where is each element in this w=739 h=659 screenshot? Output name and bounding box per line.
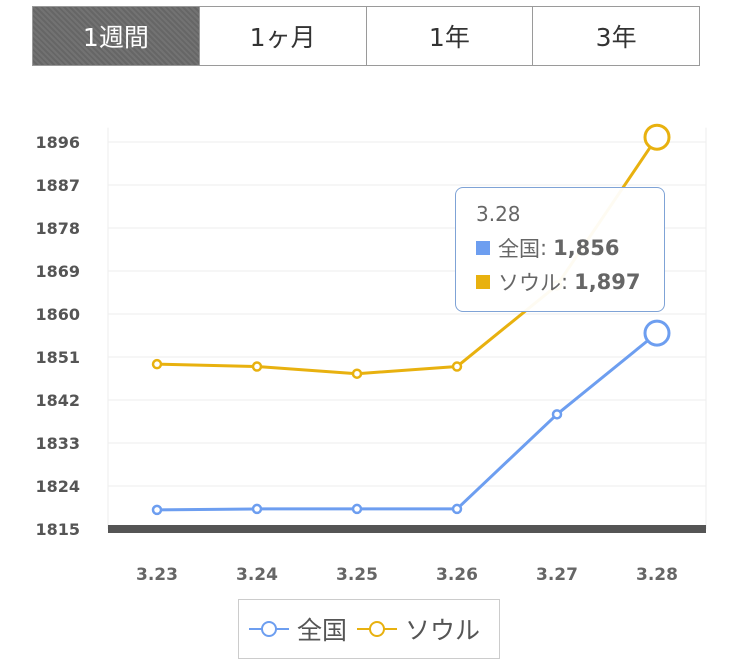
data-point-seoul: [451, 361, 463, 372]
tab-3-years[interactable]: 3年: [532, 7, 699, 65]
data-point-national: [351, 503, 363, 515]
y-tick-label: 1869: [35, 262, 80, 281]
tooltip-row-national: 全国: 1,856: [476, 231, 664, 265]
data-point-national: [151, 504, 163, 516]
tooltip-value-national: 1,856: [553, 236, 620, 260]
series-line-national: [156, 331, 658, 512]
legend-label-national: 全国: [297, 616, 348, 645]
x-tick-label: 3.25: [336, 565, 378, 585]
legend-label-seoul: ソウル: [405, 616, 481, 645]
y-tick-label: 1896: [35, 133, 80, 152]
tooltip-swatch-national: [476, 241, 490, 255]
x-tick-label: 3.24: [236, 565, 278, 585]
tooltip-swatch-seoul: [476, 275, 490, 289]
legend-line-marker-icon: [357, 621, 398, 637]
y-tick-label: 1887: [35, 176, 80, 195]
tooltip-series-name-seoul: ソウル: [498, 271, 561, 295]
data-point-national: [451, 503, 463, 515]
tooltip-date: 3.28: [476, 202, 521, 226]
tab-1-month[interactable]: 1ヶ月: [198, 7, 366, 65]
y-tick-label: 1815: [35, 520, 80, 539]
legend-item-seoul[interactable]: ソウル: [357, 611, 480, 647]
x-tick-label: 3.23: [136, 565, 178, 585]
chart-tooltip: 3.28 全国: 1,856 ソウル: 1,897: [455, 187, 665, 312]
tab-1-year[interactable]: 1年: [365, 7, 533, 65]
data-point-national: [551, 409, 563, 420]
tab-1-week[interactable]: 1週間: [33, 7, 199, 65]
y-tick-label: 1824: [35, 477, 80, 496]
legend-line-marker-icon: [249, 621, 289, 637]
data-point-national: [643, 319, 671, 347]
x-tick-label: 3.27: [536, 565, 578, 585]
y-tick-label: 1878: [35, 219, 80, 238]
y-tick-label: 1851: [35, 348, 80, 367]
tooltip-series-name-national: 全国: [498, 237, 540, 261]
y-tick-label: 1833: [35, 434, 80, 453]
legend-item-national[interactable]: 全国: [249, 611, 347, 647]
data-point-seoul: [251, 361, 263, 372]
y-tick-label: 1860: [35, 305, 80, 324]
x-tick-label: 3.28: [636, 565, 678, 585]
period-tabs: 1週間 1ヶ月 1年 3年: [32, 6, 700, 66]
y-tick-label: 1842: [35, 391, 80, 410]
tooltip-value-seoul: 1,897: [574, 270, 641, 294]
x-axis-bar: [108, 525, 706, 533]
tooltip-row-seoul: ソウル: 1,897: [476, 265, 664, 299]
chart-legend: 全国 ソウル: [238, 599, 500, 659]
data-point-national: [251, 503, 263, 515]
data-point-seoul: [151, 358, 163, 370]
data-point-seoul: [643, 123, 671, 151]
data-point-seoul: [351, 368, 363, 379]
x-tick-label: 3.26: [436, 565, 478, 585]
